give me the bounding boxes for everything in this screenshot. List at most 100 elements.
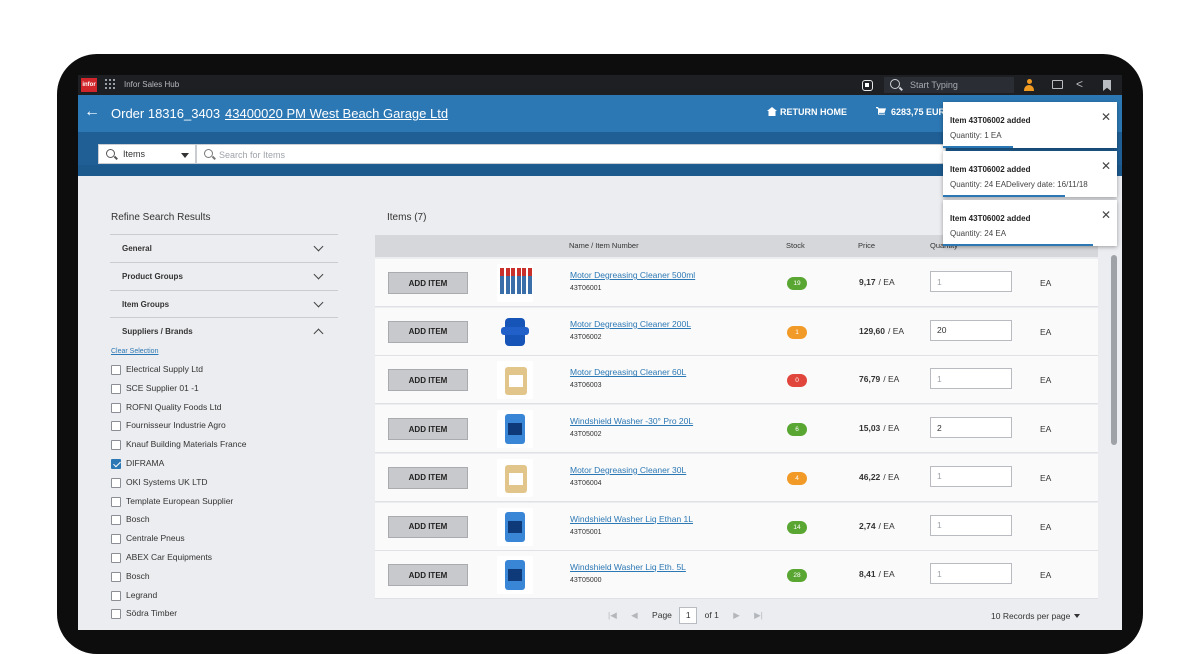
add-item-button[interactable]: ADD ITEM: [388, 515, 468, 538]
product-image: [497, 313, 533, 351]
back-arrow-icon[interactable]: ←: [84, 103, 100, 120]
supplier-option[interactable]: Legrand: [111, 589, 311, 603]
chevron-up-icon: [313, 328, 324, 339]
item-name-link[interactable]: Motor Degreasing Cleaner 60L: [570, 367, 687, 378]
last-page-icon[interactable]: ▶|: [754, 610, 763, 620]
quantity-input[interactable]: [930, 271, 1012, 292]
quantity-input[interactable]: [930, 514, 1012, 536]
supplier-option[interactable]: Bosch: [111, 513, 311, 527]
supplier-option[interactable]: Template European Supplier: [111, 495, 311, 509]
supplier-option[interactable]: Fournisseur Industrie Agro: [111, 419, 311, 433]
app-grid-icon[interactable]: [105, 79, 117, 91]
customer-link[interactable]: 43400020 PM West Beach Garage Ltd: [225, 106, 449, 121]
stock-badge: 0: [787, 374, 807, 388]
quantity-input[interactable]: [930, 368, 1012, 390]
add-item-button[interactable]: ADD ITEM: [388, 564, 468, 587]
supplier-checkbox[interactable]: [111, 477, 121, 488]
supplier-option[interactable]: SCE Supplier 01 -1: [111, 382, 311, 396]
item-number: 43T06004: [570, 479, 602, 487]
quantity-input[interactable]: [930, 465, 1012, 487]
page-label: Page: [652, 610, 672, 620]
facet-general[interactable]: General: [110, 234, 338, 262]
supplier-checkbox[interactable]: [111, 440, 121, 451]
bookmark-icon[interactable]: [1103, 80, 1111, 91]
next-page-icon[interactable]: ▶: [733, 610, 740, 620]
search-scope-select[interactable]: Items: [98, 144, 196, 164]
facet-product-groups[interactable]: Product Groups: [110, 262, 338, 290]
messages-icon[interactable]: [1052, 80, 1063, 89]
item-row: ADD ITEM Motor Degreasing Cleaner 30L 43T0…: [375, 453, 1098, 502]
item-name-link[interactable]: Motor Degreasing Cleaner 30L: [570, 464, 687, 475]
supplier-option[interactable]: OKI Systems UK LTD: [111, 476, 311, 490]
search-scope-value: Items: [123, 149, 146, 159]
clear-selection-link[interactable]: Clear Selection: [111, 348, 159, 355]
pager: |◀ ◀ Page 1 of 1 ▶ ▶|: [608, 607, 775, 624]
return-home-button[interactable]: RETURN HOME: [767, 107, 847, 117]
item-row: ADD ITEM Windshield Washer Liq Ethan 1L 43…: [375, 502, 1098, 551]
supplier-option[interactable]: Electrical Supply Ltd: [111, 363, 311, 377]
cart-button[interactable]: 6283,75 EUR: [876, 107, 945, 117]
close-icon[interactable]: ✕: [1100, 110, 1111, 124]
facet-suppliers-brands[interactable]: Suppliers / Brands: [110, 317, 338, 345]
supplier-checkbox[interactable]: [111, 609, 121, 620]
item-name-link[interactable]: Windshield Washer -30° Pro 20L: [570, 416, 694, 427]
facet-item-groups[interactable]: Item Groups: [110, 290, 338, 318]
price-value: 129,60: [859, 325, 885, 336]
global-search[interactable]: Start Typing: [884, 77, 1014, 93]
add-item-button[interactable]: ADD ITEM: [388, 320, 468, 343]
quantity-input[interactable]: [930, 563, 1012, 585]
window-toggle-icon[interactable]: [862, 80, 873, 91]
supplier-checkbox[interactable]: [111, 590, 121, 601]
stock-badge: 28: [787, 569, 807, 583]
first-page-icon[interactable]: |◀: [608, 610, 617, 620]
add-item-button[interactable]: ADD ITEM: [388, 272, 468, 294]
price-value: 9,17: [859, 277, 876, 287]
item-name-link[interactable]: Motor Degreasing Cleaner 200L: [570, 318, 691, 329]
supplier-option[interactable]: Bosch: [111, 570, 311, 584]
add-item-button[interactable]: ADD ITEM: [388, 466, 468, 489]
item-name-link[interactable]: Motor Degreasing Cleaner 500ml: [570, 270, 696, 280]
supplier-checkbox[interactable]: [111, 534, 121, 545]
supplier-option[interactable]: ROFNI Quality Foods Ltd: [111, 401, 311, 415]
user-icon[interactable]: [1024, 79, 1034, 91]
supplier-option[interactable]: Knauf Building Materials France: [111, 438, 311, 452]
global-search-placeholder: Start Typing: [910, 80, 958, 90]
supplier-checkbox[interactable]: [111, 402, 121, 413]
share-icon[interactable]: <: [1076, 77, 1084, 91]
records-per-page-select[interactable]: 10 Records per page: [991, 611, 1081, 621]
app-screen: infor Infor Sales Hub Start Typing < ← O…: [78, 75, 1122, 630]
close-icon[interactable]: ✕: [1100, 159, 1111, 173]
page-input[interactable]: 1: [679, 607, 698, 624]
scrollbar[interactable]: [1111, 255, 1117, 445]
quantity-input[interactable]: [930, 319, 1012, 341]
close-icon[interactable]: ✕: [1100, 208, 1111, 222]
supplier-checkbox[interactable]: [111, 365, 121, 375]
item-name-link[interactable]: Windshield Washer Liq Ethan 1L: [570, 513, 694, 524]
item-search[interactable]: [196, 144, 946, 164]
supplier-option[interactable]: Centrale Pneus: [111, 532, 311, 546]
supplier-checkbox[interactable]: [111, 496, 121, 507]
quantity-input[interactable]: [930, 417, 1012, 439]
supplier-checkbox[interactable]: [111, 553, 121, 563]
caret-down-icon: [181, 153, 189, 158]
add-item-button[interactable]: ADD ITEM: [388, 369, 468, 392]
supplier-option[interactable]: DIFRAMA: [111, 457, 311, 471]
supplier-checkbox[interactable]: [111, 383, 121, 394]
supplier-checkbox[interactable]: [111, 421, 121, 432]
product-image: [497, 361, 533, 400]
product-image: [497, 556, 533, 595]
item-number: 43T06001: [570, 285, 602, 292]
prev-page-icon[interactable]: ◀: [631, 610, 638, 620]
supplier-checkbox[interactable]: [111, 459, 121, 469]
item-name-link[interactable]: Windshield Washer Liq Eth. 5L: [570, 562, 686, 573]
supplier-option[interactable]: Södra Timber: [111, 607, 311, 621]
supplier-checkbox[interactable]: [111, 515, 121, 526]
item-row: ADD ITEM Windshield Washer Liq Eth. 5L 43T…: [375, 551, 1098, 600]
unit-label: EA: [1040, 375, 1052, 386]
supplier-option[interactable]: ABEX Car Equipments: [111, 551, 311, 565]
price-unit: / EA: [883, 471, 900, 482]
add-item-button[interactable]: ADD ITEM: [388, 418, 468, 441]
cart-total: 6283,75 EUR: [891, 107, 946, 117]
item-search-input[interactable]: [219, 147, 919, 162]
supplier-checkbox[interactable]: [111, 571, 121, 582]
